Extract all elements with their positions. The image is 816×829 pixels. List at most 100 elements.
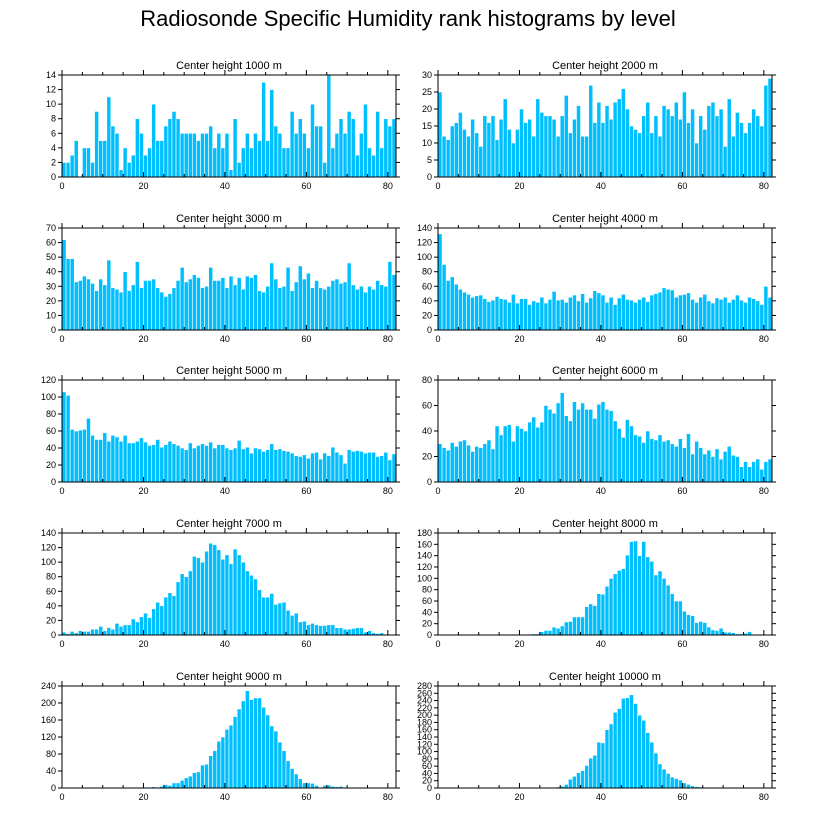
histogram-bar xyxy=(184,778,188,788)
histogram-bar xyxy=(695,302,699,330)
histogram-bar xyxy=(249,575,253,635)
histogram-bar xyxy=(103,141,107,177)
y-tick-label: 70 xyxy=(46,223,56,233)
histogram-bar xyxy=(91,435,95,482)
histogram-bar xyxy=(515,129,519,177)
histogram-bar xyxy=(315,126,319,177)
histogram-bar xyxy=(392,119,396,177)
y-tick-label: 100 xyxy=(417,573,432,583)
histogram-bar xyxy=(605,302,609,330)
histogram-bar xyxy=(119,441,123,482)
y-tick-label: 60 xyxy=(46,238,56,248)
histogram-bar xyxy=(760,126,764,177)
histogram-bar xyxy=(756,301,760,330)
x-tick-label: 60 xyxy=(677,334,687,344)
histogram-bar xyxy=(372,452,376,482)
histogram-bar xyxy=(306,458,310,482)
histogram-bar xyxy=(160,447,164,482)
histogram-bar xyxy=(249,148,253,177)
histogram-bar xyxy=(176,582,180,635)
histogram-bar xyxy=(760,305,764,331)
histogram-bar xyxy=(662,441,666,482)
histogram-bar xyxy=(442,448,446,482)
x-tick-label: 40 xyxy=(596,486,606,496)
histogram-bar xyxy=(666,289,670,330)
histogram-bar xyxy=(196,558,200,635)
histogram-bar xyxy=(625,299,629,330)
histogram-bar xyxy=(388,460,392,482)
histogram-bar xyxy=(674,446,678,482)
histogram-bar xyxy=(319,626,323,635)
x-tick-label: 0 xyxy=(59,639,64,649)
y-tick-label: 20 xyxy=(422,104,432,114)
histogram-bar xyxy=(568,779,572,788)
panel-title: Center height 1000 m xyxy=(176,60,282,72)
histogram-bar xyxy=(621,569,625,635)
histogram-bar xyxy=(253,698,257,788)
histogram-bar xyxy=(638,715,642,788)
panel-title: Center height 10000 m xyxy=(549,671,661,683)
histogram-bar xyxy=(221,445,225,482)
histogram-bar xyxy=(119,170,123,177)
panel-title: Center height 6000 m xyxy=(552,365,658,377)
histogram-bar xyxy=(739,300,743,330)
histogram-bar xyxy=(119,292,123,330)
histogram-bar xyxy=(552,291,556,330)
histogram-bar xyxy=(266,141,270,177)
histogram-bar xyxy=(605,730,609,788)
histogram-bar xyxy=(278,742,282,788)
histogram-bar xyxy=(302,279,306,330)
histogram-bar xyxy=(253,275,257,330)
histogram-bar xyxy=(139,288,143,330)
y-tick-label: 40 xyxy=(46,601,56,611)
histogram-bar xyxy=(192,275,196,330)
histogram-bar xyxy=(572,776,576,788)
histogram-bar xyxy=(245,447,249,482)
x-tick-label: 60 xyxy=(301,792,311,802)
histogram-bar xyxy=(343,133,347,177)
histogram-bar xyxy=(111,288,115,330)
histogram-bar xyxy=(699,448,703,482)
histogram-bar xyxy=(266,597,270,635)
histogram-bar xyxy=(343,282,347,330)
histogram-bar xyxy=(507,302,511,330)
y-tick-label: 140 xyxy=(417,551,432,561)
histogram-bar xyxy=(339,455,343,482)
histogram-bar xyxy=(560,393,564,482)
histogram-bar xyxy=(274,126,278,177)
x-tick-label: 80 xyxy=(759,792,769,802)
histogram-bar xyxy=(127,625,131,635)
histogram-bar xyxy=(715,116,719,177)
histogram-bar xyxy=(682,92,686,177)
histogram-bar xyxy=(221,737,225,788)
histogram-bar xyxy=(310,104,314,177)
histogram-bar xyxy=(176,445,180,482)
histogram-bar xyxy=(213,148,217,177)
histogram-bar xyxy=(503,99,507,177)
y-tick-label: 5 xyxy=(427,155,432,165)
histogram-bar xyxy=(634,302,638,330)
histogram-bar xyxy=(115,289,119,330)
histogram-bar xyxy=(691,299,695,330)
histogram-bar xyxy=(609,411,613,482)
histogram-bar xyxy=(241,289,245,330)
histogram-bar xyxy=(310,453,314,482)
histogram-bar xyxy=(294,613,298,635)
histogram-bar xyxy=(168,441,172,482)
histogram-bar xyxy=(638,556,642,635)
histogram-bar xyxy=(290,291,294,330)
histogram-bar xyxy=(302,133,306,177)
histogram-bar xyxy=(380,456,384,482)
panel-title: Center height 7000 m xyxy=(176,518,282,530)
histogram-bar xyxy=(258,698,262,788)
histogram-bar xyxy=(347,263,351,330)
y-tick-label: 0 xyxy=(51,325,56,335)
histogram-bar xyxy=(380,285,384,330)
histogram-bar xyxy=(642,297,646,330)
histogram-bar xyxy=(605,106,609,177)
histogram-bar xyxy=(462,292,466,330)
histogram-bar xyxy=(446,280,450,330)
histogram-bar xyxy=(650,133,654,177)
histogram-bar xyxy=(66,259,70,330)
y-tick-label: 0 xyxy=(427,172,432,182)
